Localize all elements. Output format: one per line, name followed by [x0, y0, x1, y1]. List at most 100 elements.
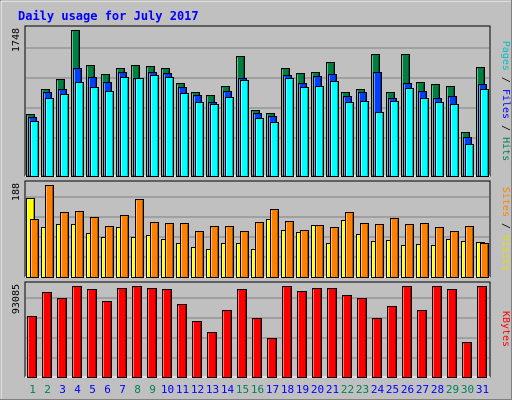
x-tick-label-day-28: 28	[431, 383, 444, 396]
bar-pages-day-6	[105, 91, 114, 177]
bar-kbytes-day-15	[237, 289, 247, 378]
bar-kbytes-day-23	[357, 298, 367, 378]
bar-pages-day-7	[120, 77, 129, 177]
bar-pages-day-11	[180, 93, 189, 177]
x-tick-label-day-10: 10	[161, 383, 174, 396]
bar-pages-day-19	[300, 87, 309, 177]
bar-kbytes-day-21	[327, 288, 337, 378]
bar-sites-day-24	[375, 224, 384, 278]
series-kbytes	[27, 286, 487, 378]
bar-sites-day-14	[225, 226, 234, 278]
bar-sites-day-28	[435, 227, 444, 278]
x-tick-label-day-18: 18	[281, 383, 294, 396]
legend-entry: /	[500, 71, 511, 89]
bar-kbytes-day-31	[477, 286, 487, 378]
bar-pages-day-25	[390, 101, 399, 177]
bar-kbytes-day-29	[447, 289, 457, 378]
x-tick-label-day-17: 17	[266, 383, 279, 396]
bar-pages-day-3	[60, 94, 69, 177]
bar-sites-day-2	[45, 185, 54, 278]
x-tick-label-day-16: 16	[251, 383, 264, 396]
x-tick-label-day-2: 2	[44, 383, 51, 396]
bar-sites-day-21	[330, 227, 339, 278]
bar-pages-day-29	[450, 104, 459, 177]
x-tick-label-day-1: 1	[29, 383, 36, 396]
bar-sites-day-27	[420, 223, 429, 278]
x-tick-label-day-15: 15	[236, 383, 249, 396]
bar-sites-day-1	[30, 219, 39, 278]
legend-entry: /	[500, 217, 511, 235]
bar-sites-day-4	[75, 211, 84, 278]
panel-usage: 1748	[11, 25, 491, 177]
x-tick-label-day-12: 12	[191, 383, 204, 396]
x-tick-label-day-22: 22	[341, 383, 354, 396]
bar-kbytes-day-7	[117, 288, 127, 378]
bar-pages-day-30	[465, 144, 474, 177]
bar-pages-day-20	[315, 86, 324, 177]
bar-kbytes-day-16	[252, 318, 262, 378]
chart-legends: Pages / Files / Hits Sites / Visits KBytes	[500, 41, 511, 347]
x-axis-day-labels: 1 2 3 4 5 6 7 8 9 10 11 12 13 14 15 16 17 18 19 20 21 22 23 24 2…	[29, 383, 489, 396]
y-axis-max-label: 188	[11, 183, 22, 201]
x-tick-label-day-25: 25	[386, 383, 399, 396]
panel-visits: 188	[11, 180, 491, 278]
x-tick-label-day-4: 4	[74, 383, 81, 396]
x-tick-label-day-14: 14	[221, 383, 235, 396]
bar-sites-day-13	[210, 226, 219, 278]
bar-pages-day-15	[240, 80, 249, 177]
bar-sites-day-31	[480, 243, 489, 278]
bar-pages-day-26	[405, 88, 414, 177]
bar-kbytes-day-10	[162, 289, 172, 378]
bar-sites-day-18	[285, 221, 294, 278]
bar-kbytes-day-12	[192, 321, 202, 378]
x-tick-label-day-21: 21	[326, 383, 339, 396]
bar-sites-day-20	[315, 225, 324, 278]
bar-kbytes-day-20	[312, 288, 322, 378]
bar-kbytes-day-2	[42, 292, 52, 378]
bar-pages-day-2	[45, 98, 54, 177]
bar-kbytes-day-6	[102, 301, 112, 378]
bar-sites-day-26	[405, 224, 414, 278]
bar-sites-day-22	[345, 212, 354, 278]
bar-pages-day-8	[135, 78, 144, 177]
bar-pages-day-16	[255, 118, 264, 177]
x-tick-label-day-6: 6	[104, 383, 111, 396]
bar-pages-day-18	[285, 78, 294, 177]
bar-pages-day-23	[360, 101, 369, 177]
bar-pages-day-27	[420, 98, 429, 177]
panel-kbytes: 93085	[11, 281, 491, 378]
bar-sites-day-8	[135, 199, 144, 278]
bar-sites-day-16	[255, 222, 264, 278]
x-tick-label-day-8: 8	[134, 383, 141, 396]
series-pages	[30, 75, 489, 177]
bar-kbytes-day-17	[267, 338, 277, 378]
bar-kbytes-day-26	[402, 286, 412, 378]
bar-sites-day-25	[390, 218, 399, 278]
chart-panels: 1748 188 93085	[11, 25, 491, 378]
bar-kbytes-day-4	[72, 286, 82, 378]
bar-kbytes-day-9	[147, 288, 157, 378]
x-tick-label-day-23: 23	[356, 383, 369, 396]
legend-entry: /	[500, 119, 511, 137]
legend-entry: Sites	[500, 187, 511, 217]
bar-kbytes-day-19	[297, 291, 307, 378]
x-tick-label-day-31: 31	[476, 383, 489, 396]
bar-sites-day-30	[465, 226, 474, 278]
x-tick-label-day-11: 11	[176, 383, 189, 396]
bar-sites-day-23	[360, 223, 369, 278]
bar-kbytes-day-28	[432, 286, 442, 378]
x-tick-label-day-5: 5	[89, 383, 96, 396]
x-tick-label-day-3: 3	[59, 383, 66, 396]
bar-sites-day-10	[165, 223, 174, 278]
bar-kbytes-day-18	[282, 286, 292, 378]
bar-kbytes-day-24	[372, 318, 382, 378]
legend-middle: Sites / Visits	[500, 187, 511, 271]
bar-kbytes-day-1	[27, 316, 37, 378]
legend-top: Pages / Files / Hits	[500, 41, 511, 161]
bar-kbytes-day-8	[132, 286, 142, 378]
bar-pages-day-1	[30, 121, 39, 177]
bar-sites-day-5	[90, 217, 99, 278]
x-tick-label-day-26: 26	[401, 383, 414, 396]
bar-pages-day-17	[270, 122, 279, 177]
y-axis-max-label: 1748	[11, 28, 22, 52]
